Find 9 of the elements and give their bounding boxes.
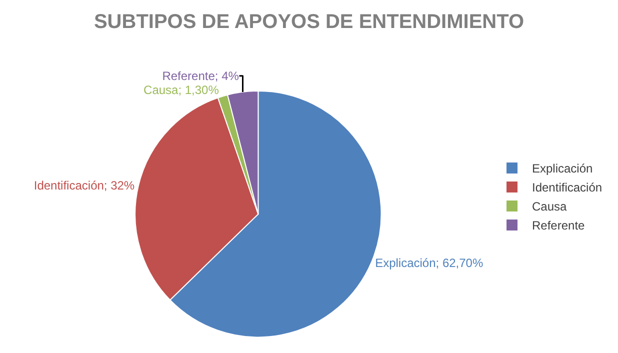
data-label: Referente; 4% [162,68,240,83]
data-label: Causa; 1,30% [144,82,220,97]
data-label: Explicación; 62,70% [375,256,484,270]
legend-label: Explicación [532,162,593,176]
legend-label: Referente [532,218,586,233]
data-label: Identificación; 32% [34,178,135,192]
legend-label: Identificación [532,180,602,195]
chart-title: SUBTIPOS DE APOYOS DE ENTENDIMIENTO [94,11,524,34]
legend-label: Causa [532,200,568,214]
